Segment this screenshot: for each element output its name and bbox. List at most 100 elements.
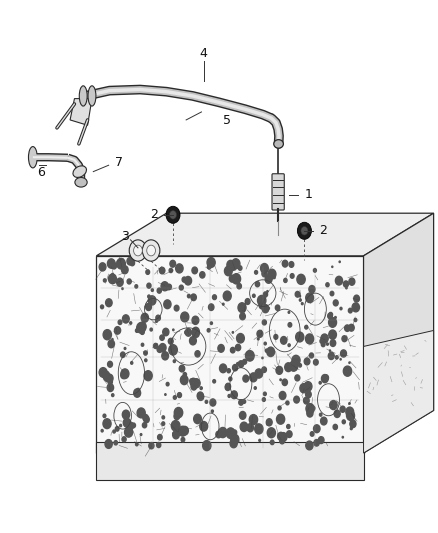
Circle shape [121, 266, 128, 274]
Circle shape [318, 437, 324, 443]
Circle shape [349, 402, 350, 405]
Circle shape [349, 278, 355, 285]
Circle shape [262, 320, 266, 325]
Circle shape [121, 372, 127, 378]
Circle shape [257, 330, 263, 337]
Circle shape [134, 245, 142, 256]
Circle shape [190, 378, 197, 386]
Circle shape [292, 356, 300, 365]
Circle shape [263, 292, 268, 297]
Text: 6: 6 [37, 166, 45, 179]
Circle shape [237, 362, 239, 365]
Circle shape [167, 284, 171, 289]
Circle shape [151, 289, 153, 292]
Circle shape [174, 408, 183, 418]
Circle shape [148, 296, 156, 305]
Circle shape [169, 269, 173, 272]
Circle shape [280, 379, 281, 381]
Ellipse shape [88, 86, 96, 106]
Circle shape [135, 329, 138, 333]
Circle shape [122, 437, 126, 442]
Circle shape [130, 322, 132, 324]
Circle shape [305, 326, 308, 329]
Circle shape [224, 266, 232, 276]
Circle shape [124, 348, 126, 350]
Circle shape [144, 351, 147, 355]
Circle shape [300, 384, 307, 393]
Circle shape [137, 389, 140, 392]
Circle shape [112, 338, 113, 340]
Circle shape [350, 420, 356, 427]
Circle shape [143, 415, 148, 421]
Circle shape [131, 361, 133, 364]
Circle shape [212, 295, 216, 300]
Circle shape [354, 295, 360, 302]
Circle shape [285, 363, 292, 372]
Circle shape [132, 423, 135, 427]
Circle shape [145, 359, 147, 362]
Circle shape [259, 439, 261, 441]
Circle shape [278, 432, 284, 440]
Circle shape [297, 222, 311, 239]
Circle shape [231, 391, 237, 399]
Circle shape [288, 344, 290, 346]
Circle shape [120, 424, 122, 427]
Circle shape [106, 374, 113, 383]
Circle shape [340, 308, 342, 310]
Text: 3: 3 [121, 230, 129, 243]
Circle shape [102, 371, 110, 379]
Circle shape [236, 344, 240, 351]
Circle shape [103, 329, 111, 340]
Polygon shape [364, 330, 434, 453]
Circle shape [328, 318, 336, 327]
Circle shape [158, 434, 162, 440]
Circle shape [270, 270, 272, 273]
Ellipse shape [28, 147, 37, 168]
Ellipse shape [274, 140, 283, 148]
Circle shape [305, 361, 307, 364]
Circle shape [109, 274, 117, 284]
Circle shape [185, 329, 191, 336]
Circle shape [354, 318, 357, 321]
Circle shape [233, 430, 237, 435]
Circle shape [306, 441, 313, 450]
Circle shape [210, 399, 216, 406]
Circle shape [232, 273, 240, 284]
Circle shape [106, 299, 112, 306]
Circle shape [173, 431, 179, 439]
Circle shape [162, 352, 169, 360]
Circle shape [333, 300, 338, 306]
Circle shape [192, 316, 199, 325]
Circle shape [299, 364, 301, 367]
Circle shape [157, 288, 161, 293]
Circle shape [225, 384, 230, 391]
Circle shape [160, 335, 164, 341]
Circle shape [113, 430, 115, 433]
Circle shape [155, 320, 158, 322]
Circle shape [346, 407, 353, 417]
Circle shape [349, 324, 354, 331]
Circle shape [350, 427, 352, 430]
Circle shape [183, 376, 185, 379]
Circle shape [173, 329, 174, 330]
Circle shape [263, 392, 266, 395]
Circle shape [314, 359, 318, 365]
Circle shape [330, 292, 334, 296]
Circle shape [237, 284, 241, 289]
Circle shape [174, 413, 180, 419]
Circle shape [123, 315, 129, 323]
Polygon shape [96, 442, 364, 480]
Circle shape [192, 267, 198, 274]
Circle shape [208, 265, 211, 269]
Circle shape [200, 272, 205, 278]
Text: 2: 2 [150, 208, 158, 221]
Circle shape [250, 373, 257, 382]
Circle shape [245, 298, 250, 304]
Circle shape [150, 328, 152, 331]
Circle shape [114, 441, 117, 445]
Circle shape [307, 409, 313, 417]
Circle shape [162, 416, 165, 419]
Circle shape [226, 383, 230, 390]
Circle shape [147, 245, 155, 256]
Circle shape [306, 403, 314, 414]
